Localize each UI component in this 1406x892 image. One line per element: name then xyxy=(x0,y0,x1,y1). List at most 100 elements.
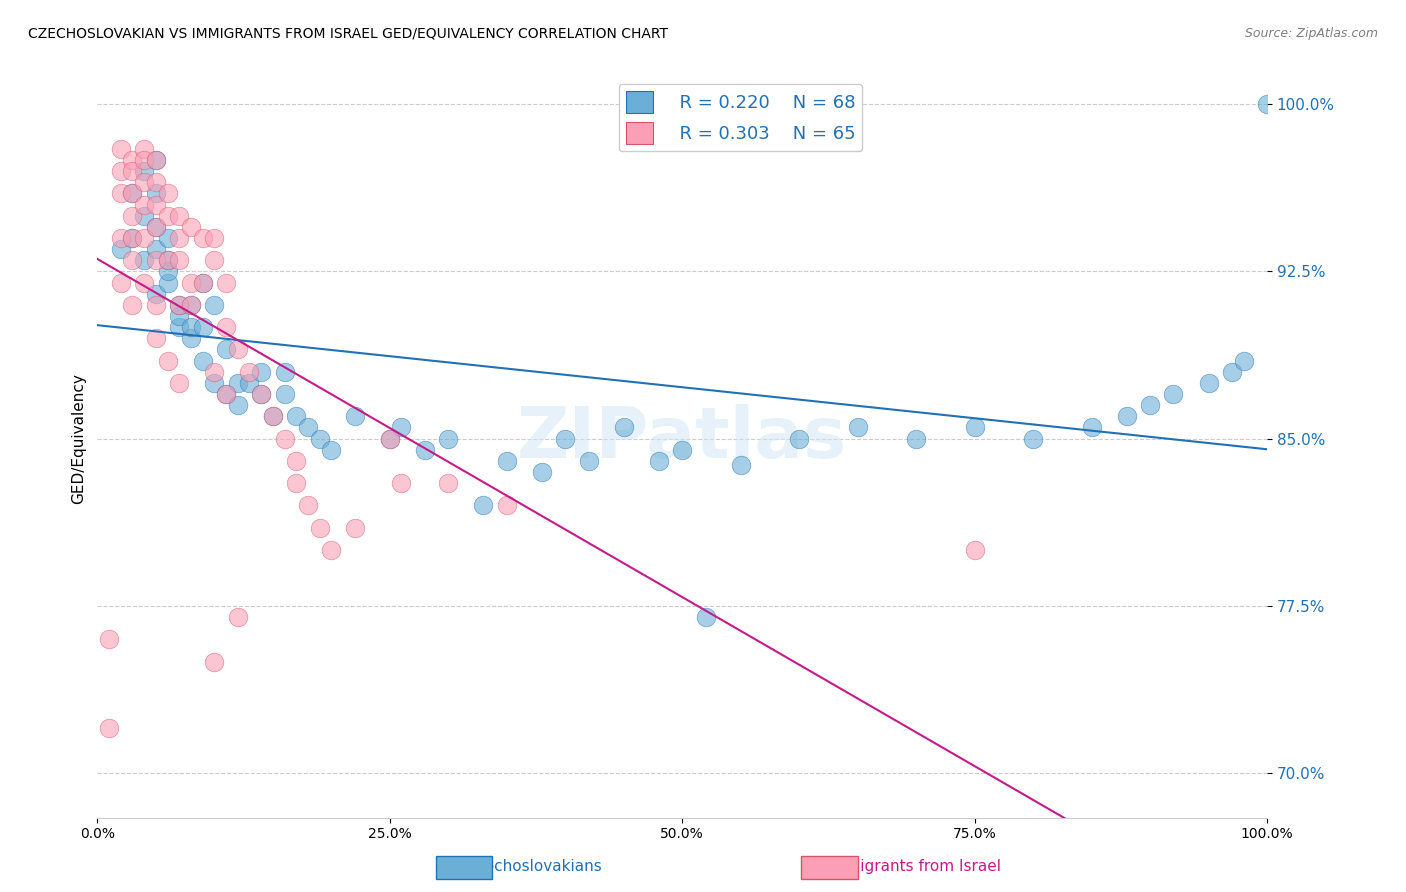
Point xyxy=(145,219,167,234)
Point xyxy=(98,722,121,736)
Point xyxy=(215,343,238,357)
Point xyxy=(180,276,202,290)
Point xyxy=(134,231,156,245)
Point xyxy=(905,432,928,446)
Point xyxy=(250,387,273,401)
Point xyxy=(191,320,214,334)
Point xyxy=(167,298,190,312)
Point xyxy=(202,231,225,245)
Point xyxy=(226,343,249,357)
Point xyxy=(145,298,167,312)
Point xyxy=(180,331,202,345)
Point xyxy=(191,231,214,245)
Point xyxy=(202,365,225,379)
Point xyxy=(156,276,179,290)
Point xyxy=(413,442,436,457)
Point xyxy=(472,499,495,513)
Point xyxy=(578,454,600,468)
Text: Source: ZipAtlas.com: Source: ZipAtlas.com xyxy=(1244,27,1378,40)
Point xyxy=(180,298,202,312)
Point xyxy=(167,309,190,323)
Point xyxy=(110,186,132,201)
Point xyxy=(215,387,238,401)
Point xyxy=(167,376,190,390)
Point xyxy=(273,387,295,401)
Point xyxy=(121,231,143,245)
Point xyxy=(134,276,156,290)
Point xyxy=(145,219,167,234)
Point xyxy=(262,409,284,424)
Point xyxy=(121,186,143,201)
Point xyxy=(495,499,517,513)
Point xyxy=(134,175,156,189)
Point xyxy=(156,253,179,268)
Text: Czechoslovakians: Czechoslovakians xyxy=(467,859,602,874)
Point xyxy=(110,164,132,178)
Point xyxy=(156,264,179,278)
Point xyxy=(202,253,225,268)
Point xyxy=(308,432,330,446)
Point xyxy=(846,420,869,434)
Point xyxy=(391,476,413,491)
Point xyxy=(156,253,179,268)
Point xyxy=(343,409,366,424)
Point xyxy=(98,632,121,647)
Point xyxy=(134,164,156,178)
Point xyxy=(1233,353,1256,368)
Legend:   R = 0.220    N = 68,   R = 0.303    N = 65: R = 0.220 N = 68, R = 0.303 N = 65 xyxy=(619,84,862,152)
Point xyxy=(1163,387,1185,401)
Point xyxy=(167,320,190,334)
Point xyxy=(156,231,179,245)
Point xyxy=(215,276,238,290)
Point xyxy=(226,610,249,624)
Y-axis label: GED/Equivalency: GED/Equivalency xyxy=(72,373,86,504)
Point xyxy=(215,320,238,334)
Point xyxy=(613,420,636,434)
Point xyxy=(180,320,202,334)
Point xyxy=(1256,97,1278,112)
Point xyxy=(145,242,167,256)
Point xyxy=(134,153,156,167)
Point xyxy=(321,442,343,457)
Point xyxy=(648,454,671,468)
Point xyxy=(121,209,143,223)
Point xyxy=(1220,365,1243,379)
Point xyxy=(167,253,190,268)
Point xyxy=(145,153,167,167)
Point xyxy=(238,365,260,379)
Point xyxy=(297,420,319,434)
Point xyxy=(191,353,214,368)
Point xyxy=(297,499,319,513)
Point xyxy=(285,409,308,424)
Point xyxy=(1022,432,1045,446)
Point xyxy=(121,231,143,245)
Point xyxy=(321,543,343,558)
Point xyxy=(145,286,167,301)
Point xyxy=(378,432,401,446)
Point xyxy=(671,442,693,457)
Point xyxy=(121,164,143,178)
Point xyxy=(226,376,249,390)
Point xyxy=(250,387,273,401)
Point xyxy=(145,175,167,189)
Point xyxy=(963,543,986,558)
Point xyxy=(180,298,202,312)
Point xyxy=(145,186,167,201)
Point xyxy=(121,153,143,167)
Point xyxy=(191,276,214,290)
Point xyxy=(156,209,179,223)
Point xyxy=(437,476,460,491)
Point xyxy=(1080,420,1102,434)
Point xyxy=(134,142,156,156)
Point xyxy=(238,376,260,390)
Point xyxy=(110,276,132,290)
Point xyxy=(110,242,132,256)
Point xyxy=(202,376,225,390)
Point xyxy=(167,209,190,223)
Point xyxy=(167,231,190,245)
Point xyxy=(156,353,179,368)
Text: CZECHOSLOVAKIAN VS IMMIGRANTS FROM ISRAEL GED/EQUIVALENCY CORRELATION CHART: CZECHOSLOVAKIAN VS IMMIGRANTS FROM ISRAE… xyxy=(28,27,668,41)
Point xyxy=(134,197,156,211)
Point xyxy=(110,142,132,156)
Point xyxy=(156,186,179,201)
